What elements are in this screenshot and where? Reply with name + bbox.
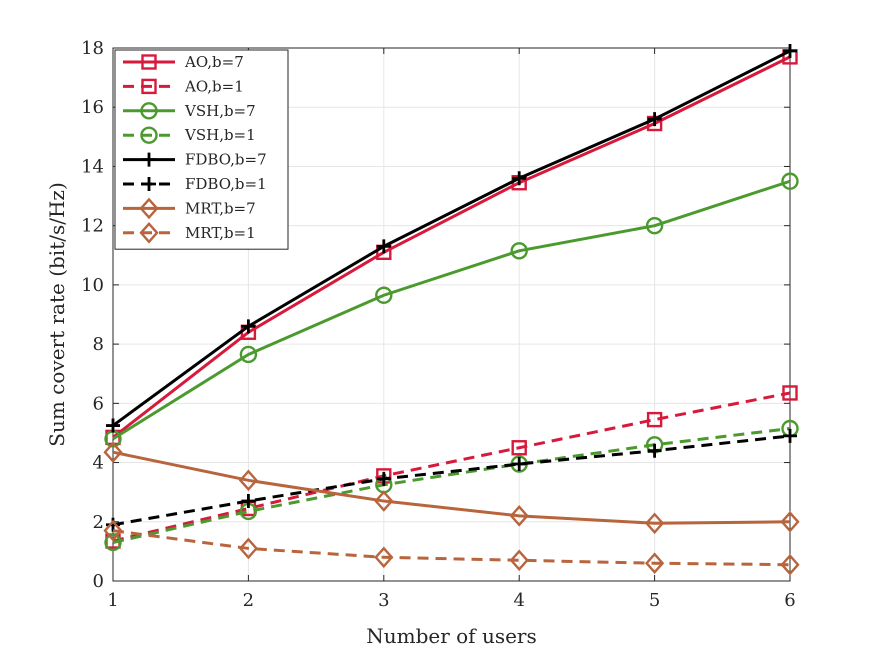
legend-item: VSH,b=1 (123, 126, 256, 144)
series-line (112, 427, 791, 544)
data-point (646, 411, 663, 428)
y-tick-label: 18 (81, 38, 104, 59)
x-tick-label: 1 (107, 590, 118, 611)
data-point (782, 385, 798, 401)
series-line (112, 49, 791, 427)
data-point (106, 418, 120, 433)
data-point (647, 112, 662, 127)
legend-item: VSH,b=7 (123, 102, 256, 120)
legend-item: AO,b=7 (123, 53, 244, 71)
y-tick-label: 14 (81, 156, 104, 177)
data-point (104, 533, 122, 552)
y-tick-label: 10 (81, 275, 104, 296)
data-point (510, 242, 528, 260)
legend-box (114, 49, 289, 250)
legend-marker (140, 126, 158, 144)
data-point (512, 171, 527, 186)
legend-label: AO,b=1 (184, 77, 244, 95)
legend-item: FDBO,b=7 (123, 151, 267, 169)
x-tick-label: 5 (649, 590, 660, 611)
data-point (644, 512, 665, 535)
legend-item: MRT,b=7 (123, 197, 256, 220)
legend-marker (141, 78, 157, 95)
legend-item: MRT,b=1 (123, 221, 256, 244)
y-tick-label: 0 (93, 571, 104, 592)
y-tick-label: 16 (81, 97, 104, 118)
legend-label: VSH,b=1 (184, 126, 256, 144)
data-point (780, 510, 800, 533)
series-fdbo-b-7 (106, 43, 797, 433)
data-point (376, 471, 391, 486)
series-line (112, 529, 791, 567)
data-point (781, 172, 799, 190)
data-point (241, 319, 256, 334)
series-line (112, 450, 791, 525)
data-point (644, 552, 665, 575)
legend-label: VSH,b=7 (184, 102, 256, 120)
plot-area-frame (112, 47, 791, 582)
x-tick-label: 4 (513, 590, 524, 611)
data-point (376, 239, 391, 254)
legend-label: MRT,b=7 (185, 199, 256, 217)
legend-item: FDBO,b=1 (123, 175, 267, 193)
legend-label: AO,b=7 (184, 53, 244, 71)
data-point (241, 494, 256, 509)
data-point (512, 457, 527, 472)
x-tick-label: 3 (378, 590, 389, 611)
legend-item: AO,b=1 (123, 77, 244, 95)
series-line (112, 434, 791, 527)
data-point (647, 443, 662, 458)
data-point (374, 546, 394, 569)
data-point (783, 428, 797, 443)
data-point (509, 549, 529, 572)
legend-label: FDBO,b=1 (185, 175, 267, 193)
data-point (238, 537, 259, 560)
data-point (238, 469, 259, 492)
y-tick-label: 2 (93, 512, 104, 533)
data-point (783, 43, 797, 58)
y-tick-label: 4 (93, 453, 104, 474)
legend-marker (139, 197, 159, 220)
series-line (112, 55, 791, 439)
x-axis-label: Number of users (366, 624, 537, 648)
grid (112, 47, 791, 582)
x-tick-label: 2 (243, 590, 254, 611)
legend: AO,b=7 AO,b=1 VSH,b=7 VSH,b=1 FDBO,b=7 FDBO,b… (114, 49, 289, 250)
data-point (780, 553, 800, 576)
legend-marker (142, 152, 156, 167)
legend-marker (141, 54, 157, 70)
series-line (112, 179, 791, 441)
legend-label: MRT,b=1 (185, 224, 256, 242)
series-mrt-b-1 (103, 519, 800, 576)
series-layer (103, 43, 800, 576)
y-tick-label: 8 (93, 334, 104, 355)
series-fdbo-b-1 (106, 428, 797, 532)
data-point (511, 440, 527, 456)
data-point (103, 441, 123, 463)
data-point (375, 286, 393, 304)
data-point (509, 505, 529, 527)
y-tick-label: 6 (93, 393, 104, 414)
legend-marker (139, 221, 159, 244)
legend-label: FDBO,b=7 (185, 151, 267, 169)
legend-marker (142, 177, 156, 191)
data-point (103, 519, 123, 542)
series-mrt-b-7 (103, 441, 800, 535)
y-tick-label: 12 (81, 216, 104, 237)
series-line (112, 391, 791, 543)
data-point (645, 216, 664, 235)
x-tick-label: 6 (784, 590, 795, 611)
y-axis-label: Sum covert rate (bit/s/Hz) (45, 182, 69, 447)
legend-marker (140, 102, 158, 120)
data-point (374, 490, 394, 512)
data-point (239, 345, 258, 364)
